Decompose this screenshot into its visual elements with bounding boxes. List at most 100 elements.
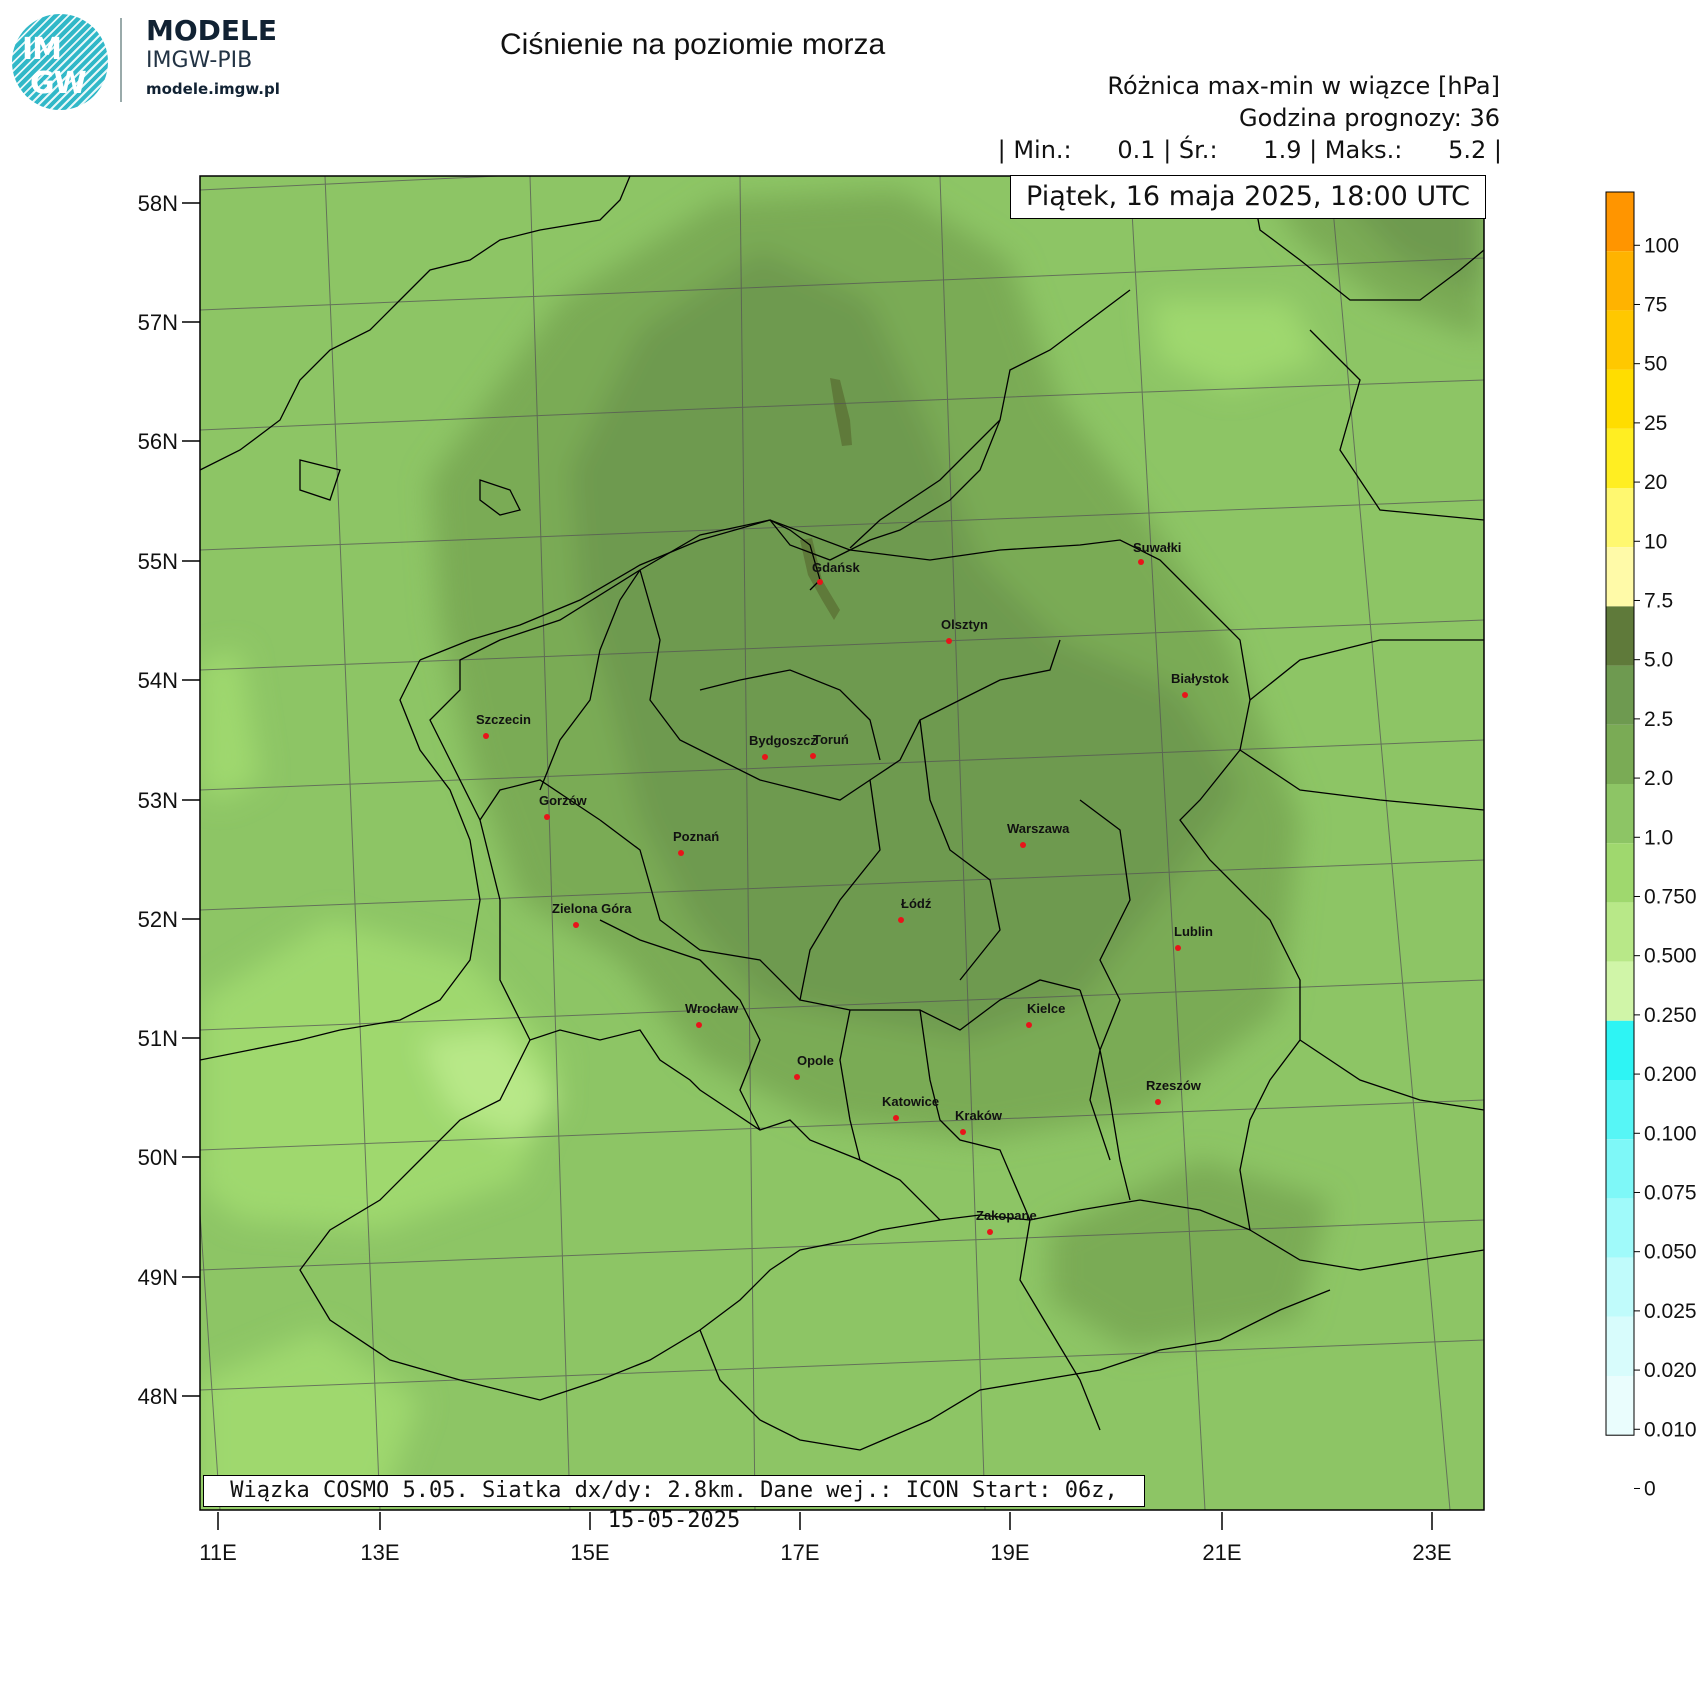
city-label: Gorzów (539, 793, 588, 808)
city-label: Suwałki (1133, 540, 1181, 555)
colorbar-label: 0.050 (1644, 1241, 1697, 1264)
lat-label: 57N (138, 310, 178, 335)
city-dot (573, 922, 579, 928)
city-dot (1020, 842, 1026, 848)
colorbar-label: 20 (1644, 471, 1667, 494)
colorbar-cell (1606, 843, 1634, 903)
lon-label: 13E (360, 1540, 399, 1565)
border-germany (200, 659, 481, 1061)
city-label: Łódź (901, 896, 932, 911)
border-lithuania (1249, 639, 1484, 701)
boundaries (200, 176, 1484, 1451)
colorbar-label: 50 (1644, 353, 1667, 376)
colorbar-label: 0.020 (1644, 1359, 1697, 1382)
city-dot (1026, 1022, 1032, 1028)
colorbar-label: 75 (1644, 293, 1667, 316)
colorbar-cell (1606, 961, 1634, 1021)
city-dot (762, 754, 768, 760)
city-marker: Zielona Góra (552, 901, 632, 928)
city-label: Olsztyn (941, 617, 988, 632)
coast-curonian-spit (849, 419, 1001, 549)
border-czechia (299, 1039, 941, 1401)
province-border-11 (1079, 989, 1111, 1161)
lon-label: 17E (780, 1540, 819, 1565)
colorbar-label: 25 (1644, 412, 1667, 435)
city-dot (1182, 692, 1188, 698)
province-border-8 (599, 919, 761, 1131)
city-marker: Poznań (673, 829, 719, 856)
city-dot (817, 579, 823, 585)
field-darkest-sea (830, 378, 852, 446)
city-label: Białystok (1171, 671, 1230, 686)
city-label: Gdańsk (812, 560, 860, 575)
lon-label: 19E (990, 1540, 1029, 1565)
province-border-5 (1079, 799, 1131, 1201)
city-dot (946, 638, 952, 644)
colorbar-label: 0.750 (1644, 885, 1697, 908)
city-dot (544, 814, 550, 820)
city-dot (794, 1074, 800, 1080)
city-marker: Wrocław (685, 1001, 739, 1028)
lon-label: 23E (1412, 1540, 1451, 1565)
logo-url[interactable]: modele.imgw.pl (146, 80, 280, 98)
city-label: Rzeszów (1146, 1078, 1202, 1093)
city-marker: Zakopane (976, 1208, 1037, 1235)
city-dot (1138, 559, 1144, 565)
colorbar-label: 7.5 (1644, 589, 1673, 612)
city-label: Kielce (1027, 1001, 1065, 1016)
city-label: Opole (797, 1053, 834, 1068)
lat-label: 53N (138, 788, 178, 813)
border-ukraine-north (1299, 1039, 1484, 1111)
field-light-sw (200, 920, 560, 1230)
colorbar-label: 100 (1644, 234, 1679, 257)
lat-label: 56N (138, 429, 178, 454)
city-label: Zakopane (976, 1208, 1037, 1223)
field-mid-se (1050, 1160, 1330, 1350)
city-marker: Warszawa (1007, 821, 1070, 848)
colorbar-label: 0.250 (1644, 1004, 1697, 1027)
run-info-footer: Wiązka COSMO 5.05. Siatka dx/dy: 2.8km. … (203, 1475, 1145, 1533)
colorbar-cell (1606, 665, 1634, 725)
city-marker: Gdańsk (812, 560, 860, 585)
city-marker: Rzeszów (1146, 1078, 1202, 1105)
stats-line: | Min.: 0.1 | Śr.: 1.9 | Maks.: 5.2 | (997, 136, 1502, 164)
province-border-6 (599, 819, 801, 1001)
colorbar-label: 0.025 (1644, 1300, 1697, 1323)
city-dot (696, 1022, 702, 1028)
map-field: Gdańsk Suwałki Olsztyn Białystok Szczecin Byd… (200, 176, 1484, 1510)
border-ukraine (1249, 1229, 1484, 1271)
field-light-s (200, 1330, 420, 1510)
colorbar-label: 0 (1644, 1477, 1656, 1500)
poland-border (429, 519, 1301, 1232)
logo-divider (120, 18, 122, 102)
city-label: Toruń (813, 732, 849, 747)
field-light-ne (1150, 300, 1320, 390)
valid-date-box: Piątek, 16 maja 2025, 18:00 UTC (1010, 175, 1486, 219)
colorbar-cell (1606, 606, 1634, 666)
city-dot (960, 1129, 966, 1135)
border-slovakia-hungary (699, 1289, 1331, 1451)
province-border-4 (919, 719, 1001, 981)
province-border-2 (699, 669, 881, 761)
province-border-1 (639, 569, 1061, 801)
coast-riga (1309, 329, 1484, 521)
city-layer: Gdańsk Suwałki Olsztyn Białystok Szczecin Byd… (476, 540, 1230, 1235)
city-marker: Toruń (810, 732, 849, 759)
colorbar-cell (1606, 1257, 1634, 1317)
imgw-logo: IM GW MODELE IMGW-PIB modele.imgw.pl (8, 10, 308, 110)
colorbar-cell (1606, 428, 1634, 488)
city-marker: Kielce (1026, 1001, 1065, 1028)
city-marker: Bydgoszcz (749, 733, 817, 760)
latitude-axis: 58N 57N 56N 55N 54N 53N 52N 51N 50N 49N 48N (138, 191, 200, 1409)
colorbar-label: 5.0 (1644, 649, 1673, 672)
city-marker: Suwałki (1133, 540, 1181, 565)
colorbar: 100 75 50 25 20 10 7.5 5.0 2.5 2.0 1.0 0.750 0.500 0.… (1605, 191, 1697, 1500)
longitude-axis: 11E 13E 15E 17E 19E 21E 23E (199, 1512, 1452, 1565)
city-marker: Szczecin (476, 712, 531, 739)
lon-label: 11E (199, 1540, 237, 1565)
city-dot (987, 1229, 993, 1235)
colorbar-cell (1606, 724, 1634, 784)
colorbar-label: 2.0 (1644, 767, 1673, 790)
city-dot (810, 753, 816, 759)
